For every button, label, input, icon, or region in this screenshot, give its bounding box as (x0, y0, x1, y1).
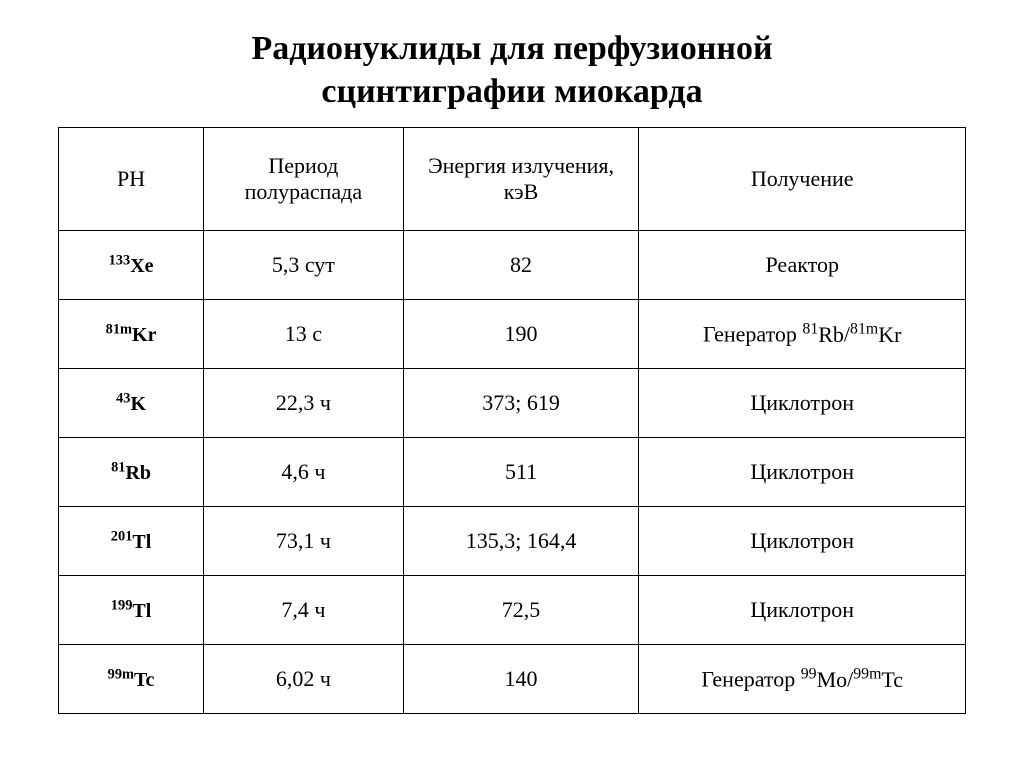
table-row: 133Xe 5,3 сут82Реактор (59, 231, 966, 300)
cell-energy: 82 (403, 231, 639, 300)
cell-halflife: 13 с (204, 300, 404, 369)
table-row: 99mTc6,02 ч140Генератор 99Mo/99mTc (59, 645, 966, 714)
table-row: 199Tl 7,4 ч72,5Циклотрон (59, 576, 966, 645)
nuclide-mass: 201 (111, 528, 133, 544)
col-header-production: Получение (639, 128, 966, 231)
slide: Радионуклиды для перфузионной сцинтиграф… (0, 0, 1024, 768)
cell-production: Генератор 99Mo/99mTc (639, 645, 966, 714)
nuclide-mass: 199 (111, 597, 133, 613)
production-prefix: Генератор (701, 667, 800, 692)
cell-energy: 511 (403, 438, 639, 507)
cell-halflife: 5,3 сут (204, 231, 404, 300)
production-parent-mass: 81 (802, 320, 818, 337)
production-daughter: 81mKr (850, 322, 901, 347)
cell-halflife: 6,02 ч (204, 645, 404, 714)
nuclide-mass: 81 (111, 459, 125, 475)
nuclide-mass: 99m (108, 666, 134, 682)
radionuclide-table: РН Период полураспада Энергия излучения,… (58, 127, 966, 714)
nuclide: 81mKr (106, 324, 157, 346)
cell-energy: 373; 619 (403, 369, 639, 438)
col-header-halflife: Период полураспада (204, 128, 404, 231)
cell-energy: 190 (403, 300, 639, 369)
cell-nuclide: 99mTc (59, 645, 204, 714)
production-daughter-mass: 81m (850, 320, 878, 337)
cell-production: Реактор (639, 231, 966, 300)
cell-nuclide: 43K (59, 369, 204, 438)
production-daughter-element: Tc (881, 667, 903, 692)
production-daughter-mass: 99m (853, 665, 881, 682)
production-parent-element: Mo (817, 667, 848, 692)
nuclide-mass: 43 (116, 390, 130, 406)
nuclide-element: Kr (132, 324, 156, 346)
production-daughter-element: Kr (878, 322, 901, 347)
nuclide-element: K (130, 393, 146, 415)
nuclide: 133Xe (109, 255, 154, 277)
table-row: 81Rb 4,6 ч511Циклотрон (59, 438, 966, 507)
col-header-energy: Энергия излучения, кэВ (403, 128, 639, 231)
production-parent: 81Rb (802, 322, 844, 347)
production-parent-element: Rb (818, 322, 844, 347)
nuclide-mass: 81m (106, 321, 132, 337)
table-body: 133Xe5,3 сут82Реактор81mKr13 с190Генерат… (59, 231, 966, 714)
production-daughter: 99mTc (853, 667, 903, 692)
production-parent: 99Mo (801, 667, 847, 692)
cell-nuclide: 199Tl (59, 576, 204, 645)
cell-nuclide: 133Xe (59, 231, 204, 300)
col-header-nuclide: РН (59, 128, 204, 231)
production-parent-mass: 99 (801, 665, 817, 682)
cell-production: Циклотрон (639, 438, 966, 507)
cell-halflife: 4,6 ч (204, 438, 404, 507)
production-prefix: Генератор (703, 322, 802, 347)
nuclide-element: Tc (134, 669, 154, 691)
nuclide: 199Tl (111, 600, 152, 622)
cell-nuclide: 81mKr (59, 300, 204, 369)
title-line-2: сцинтиграфии миокарда (321, 73, 702, 110)
cell-nuclide: 201Tl (59, 507, 204, 576)
cell-energy: 135,3; 164,4 (403, 507, 639, 576)
table-row: 81mKr13 с190Генератор 81Rb/81mKr (59, 300, 966, 369)
nuclide-element: Rb (125, 462, 151, 484)
cell-energy: 140 (403, 645, 639, 714)
table-head: РН Период полураспада Энергия излучения,… (59, 128, 966, 231)
nuclide-mass: 133 (109, 252, 131, 268)
cell-halflife: 7,4 ч (204, 576, 404, 645)
nuclide: 43K (116, 393, 146, 415)
table-header-row: РН Период полураспада Энергия излучения,… (59, 128, 966, 231)
nuclide-element: Tl (132, 600, 151, 622)
table-row: 201Tl 73,1 ч135,3; 164,4Циклотрон (59, 507, 966, 576)
cell-production: Циклотрон (639, 507, 966, 576)
table-row: 43K 22,3 ч373; 619Циклотрон (59, 369, 966, 438)
cell-halflife: 22,3 ч (204, 369, 404, 438)
nuclide: 81Rb (111, 462, 151, 484)
nuclide: 99mTc (108, 669, 155, 691)
cell-halflife: 73,1 ч (204, 507, 404, 576)
cell-production: Генератор 81Rb/81mKr (639, 300, 966, 369)
nuclide-element: Xe (130, 255, 153, 277)
nuclide: 201Tl (111, 531, 152, 553)
slide-title: Радионуклиды для перфузионной сцинтиграф… (58, 28, 966, 113)
cell-production: Циклотрон (639, 576, 966, 645)
nuclide-element: Tl (132, 531, 151, 553)
cell-nuclide: 81Rb (59, 438, 204, 507)
cell-energy: 72,5 (403, 576, 639, 645)
cell-production: Циклотрон (639, 369, 966, 438)
title-line-1: Радионуклиды для перфузионной (251, 30, 772, 67)
